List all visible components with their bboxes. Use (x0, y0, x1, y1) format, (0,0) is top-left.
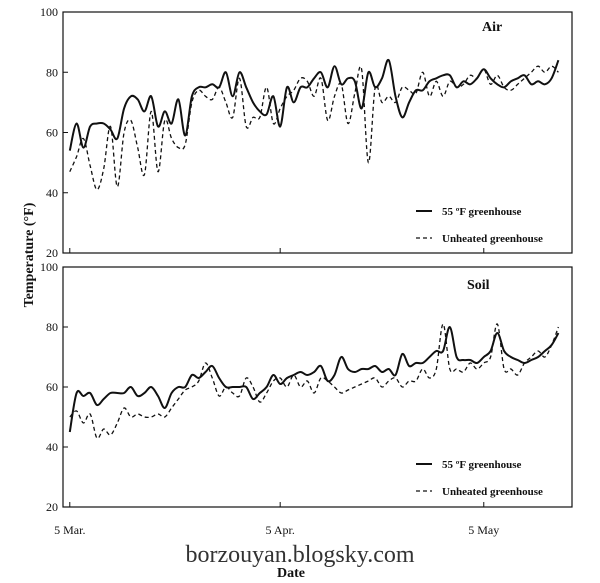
soil-panel: 20 40 60 80 100 5 Mar. 5 Apr. 5 May Soil 55 ºF gr… (40, 260, 573, 537)
air-y-tick-label: 60 (46, 126, 58, 140)
soil-x-tick-label: 5 Mar. (54, 523, 85, 537)
soil-y-tick-label: 80 (46, 320, 58, 334)
soil-plot-frame (62, 266, 573, 508)
air-series-heated-line (68, 58, 560, 151)
x-axis-title: Date (277, 566, 305, 581)
air-legend-label: Unheated greenhouse (442, 233, 543, 245)
y-axis-title: Temperature (°F) (22, 202, 37, 307)
watermark: borzouyan.blogsky.com (185, 542, 414, 568)
air-y-tick-label: 20 (46, 246, 58, 260)
soil-legend-label: Unheated greenhouse (442, 486, 543, 498)
soil-legend-label: 55 ºF greenhouse (442, 459, 522, 471)
air-panel: 20 40 60 80 100 Air 55 ºF greenhouse Unheated g… (40, 5, 573, 260)
soil-series-heated-line (68, 325, 560, 433)
soil-panel-title: Soil (467, 278, 490, 293)
air-y-tick-label: 40 (46, 186, 58, 200)
soil-y-tick-label: 100 (40, 260, 58, 274)
air-y-tick-label: 100 (40, 5, 58, 19)
soil-y-tick-label: 40 (46, 440, 58, 454)
soil-y-tick-label: 60 (46, 380, 58, 394)
soil-x-tick-label: 5 Apr. (266, 523, 295, 537)
air-panel-title: Air (482, 20, 502, 35)
air-y-tick-label: 80 (46, 65, 58, 79)
soil-series-unheated-line (69, 323, 560, 440)
soil-x-tick-label: 5 May (468, 523, 499, 537)
air-series-unheated-line (69, 65, 559, 191)
soil-y-tick-label: 20 (46, 500, 58, 514)
air-legend-label: 55 ºF greenhouse (442, 206, 522, 218)
